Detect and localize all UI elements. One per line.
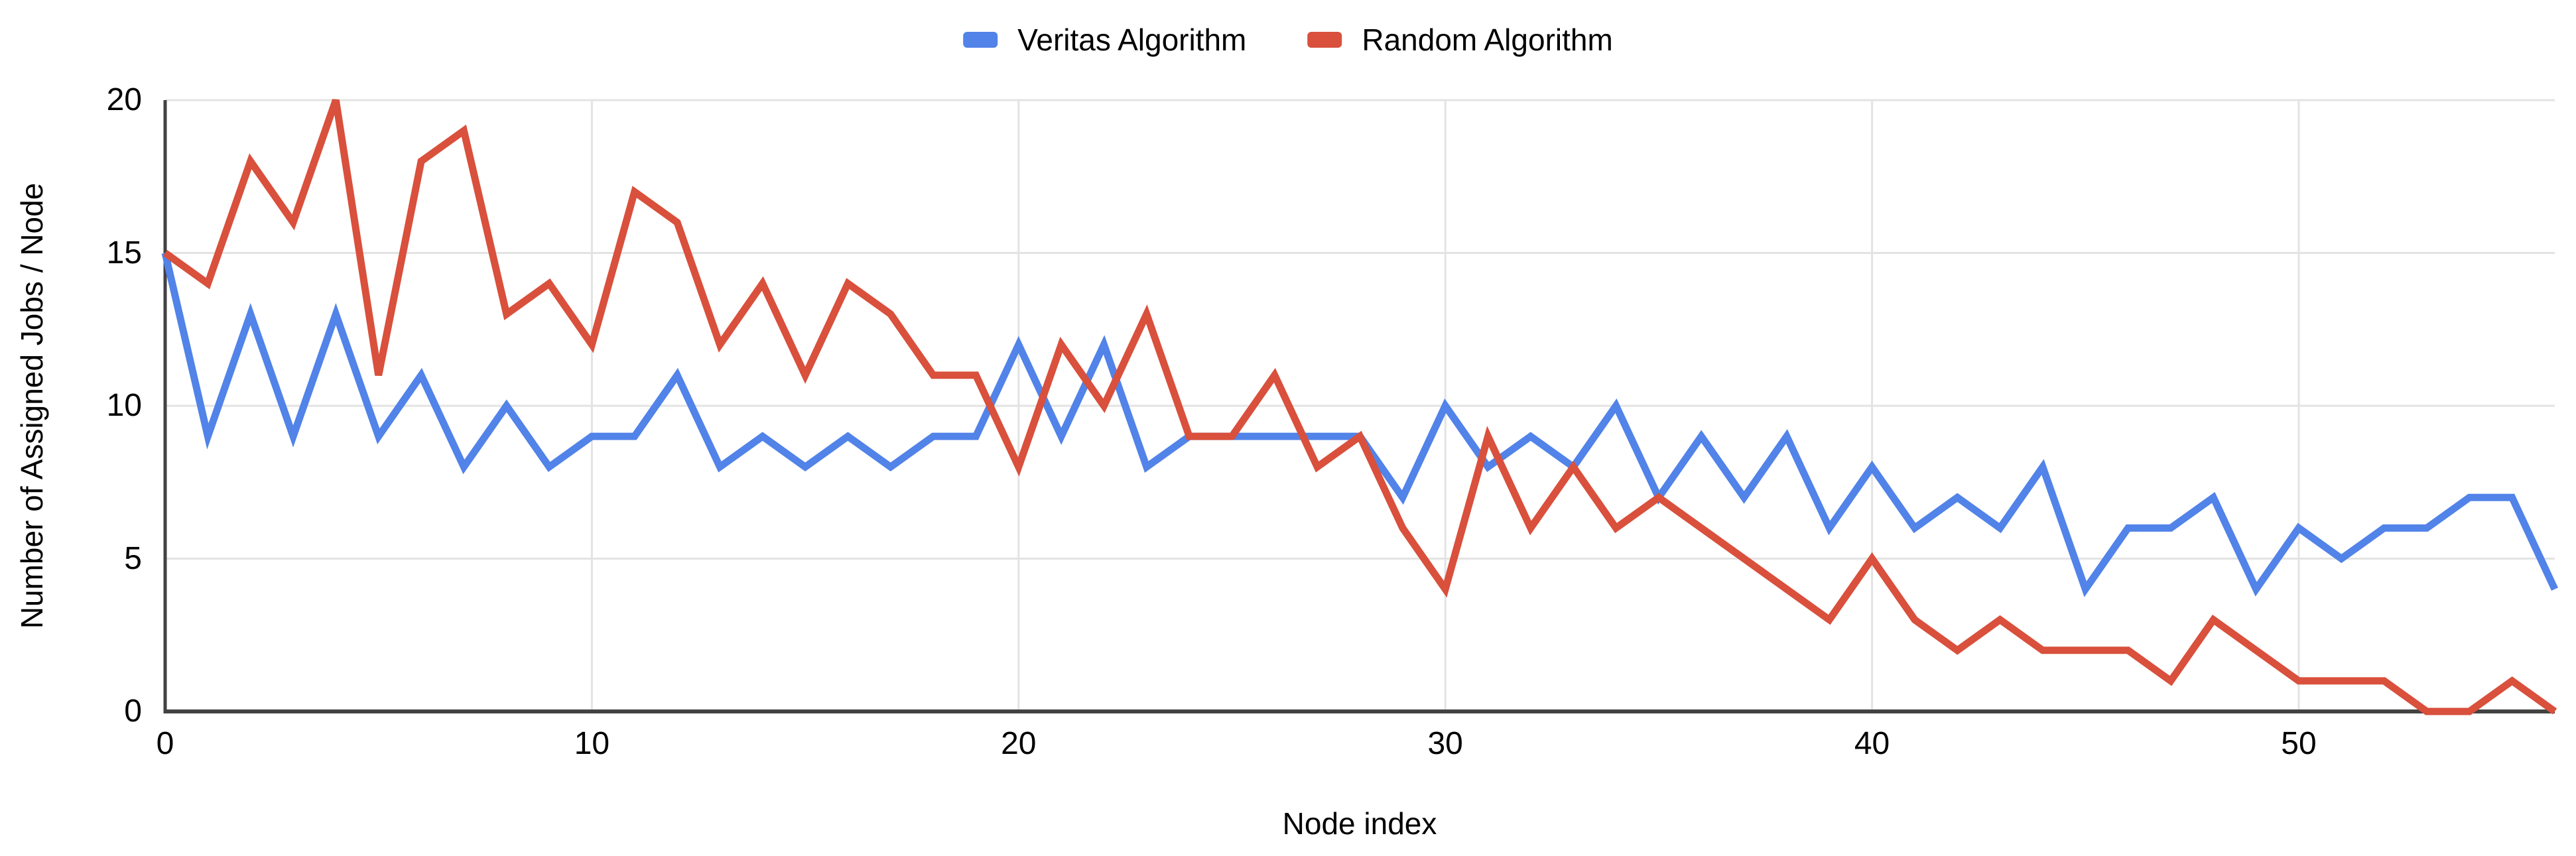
legend-swatch-icon <box>963 32 998 48</box>
series-line-random-algorithm[interactable] <box>162 99 2557 715</box>
y-axis-title: Number of Assigned Jobs / Node <box>15 182 49 629</box>
x-tick-label-30: 30 <box>1427 726 1463 761</box>
y-tick-label-0: 0 <box>124 694 142 729</box>
legend: Veritas Algorithm Random Algorithm <box>963 19 1613 61</box>
y-tick-label-10: 10 <box>106 388 142 423</box>
x-tick-label-0: 0 <box>156 726 174 761</box>
legend-swatch-icon <box>1307 32 1342 48</box>
y-tick-label-5: 5 <box>124 540 142 576</box>
x-tick-label-10: 10 <box>574 726 610 761</box>
x-tick-label-20: 20 <box>1001 726 1037 761</box>
y-tick-label-15: 15 <box>106 235 142 271</box>
legend-label: Veritas Algorithm <box>1017 23 1247 57</box>
x-tick-label-50: 50 <box>2281 726 2317 761</box>
x-axis-title: Node index <box>1282 806 1437 841</box>
legend-label: Random Algorithm <box>1362 23 1613 57</box>
x-tick-label-40: 40 <box>1854 726 1890 761</box>
legend-item-veritas-algorithm[interactable]: Veritas Algorithm <box>963 19 1246 61</box>
legend-item-random-algorithm[interactable]: Random Algorithm <box>1307 19 1613 61</box>
y-tick-label-20: 20 <box>106 82 142 117</box>
